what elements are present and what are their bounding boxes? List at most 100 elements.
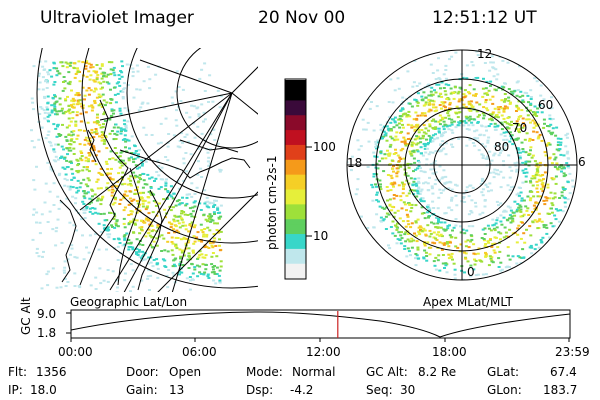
emission-pixel (438, 104, 442, 106)
emission-pixel (218, 238, 221, 241)
emission-pixel (107, 82, 111, 85)
emission-pixel (59, 201, 63, 204)
emission-pixel (530, 190, 534, 193)
emission-pixel (407, 202, 411, 205)
emission-pixel (356, 139, 360, 142)
emission-pixel (444, 153, 448, 156)
emission-pixel (408, 150, 412, 153)
emission-pixel (77, 70, 80, 73)
emission-pixel (180, 218, 184, 221)
emission-pixel (431, 192, 435, 195)
emission-pixel (517, 115, 521, 118)
emission-pixel (85, 61, 88, 64)
emission-pixel (422, 104, 426, 107)
colorbar-cell (285, 268, 306, 274)
emission-pixel (137, 249, 141, 251)
emission-pixel (171, 265, 175, 268)
emission-pixel (558, 197, 562, 199)
emission-pixel (395, 175, 399, 178)
colorbar-cell (285, 169, 306, 175)
emission-pixel (414, 220, 418, 223)
emission-pixel (140, 159, 144, 162)
emission-pixel (470, 199, 474, 202)
emission-pixel (430, 185, 434, 188)
emission-pixel (422, 200, 426, 203)
emission-pixel (415, 118, 419, 121)
emission-pixel (91, 66, 95, 69)
emission-pixel (152, 259, 156, 261)
emission-pixel (416, 150, 420, 153)
emission-pixel (542, 178, 545, 181)
emission-pixel (536, 184, 540, 187)
emission-pixel (406, 132, 410, 135)
emission-pixel (448, 109, 452, 111)
emission-pixel (518, 151, 522, 154)
emission-pixel (415, 137, 419, 140)
emission-pixel (514, 164, 518, 167)
emission-pixel (416, 114, 420, 117)
emission-pixel (167, 269, 171, 271)
emission-pixel (398, 156, 402, 159)
emission-pixel (178, 215, 182, 218)
emission-pixel (480, 125, 484, 128)
emission-pixel (123, 182, 127, 185)
emission-pixel (384, 132, 388, 135)
emission-pixel (216, 222, 219, 225)
emission-pixel (72, 153, 76, 155)
emission-pixel (372, 242, 376, 245)
emission-pixel (563, 167, 566, 170)
emission-pixel (476, 273, 480, 276)
emission-pixel (213, 222, 217, 225)
emission-pixel (427, 134, 431, 137)
emission-pixel (438, 234, 442, 237)
emission-pixel (131, 67, 135, 70)
emission-pixel (550, 202, 554, 205)
emission-pixel (123, 138, 127, 140)
emission-pixel (550, 211, 554, 214)
emission-pixel (428, 101, 432, 104)
emission-pixel (129, 246, 133, 248)
emission-pixel (402, 136, 406, 139)
seq-label: Seq: (366, 383, 393, 397)
emission-pixel (147, 262, 150, 265)
emission-pixel (75, 256, 79, 259)
emission-pixel (123, 193, 127, 196)
emission-pixel (53, 95, 57, 98)
emission-pixel (495, 78, 499, 81)
emission-pixel (559, 153, 563, 156)
emission-pixel (459, 231, 463, 234)
emission-pixel (482, 77, 485, 80)
emission-pixel (494, 222, 498, 225)
emission-pixel (123, 226, 127, 229)
emission-pixel (546, 186, 550, 189)
emission-pixel (491, 224, 495, 227)
emission-pixel (499, 232, 503, 235)
emission-pixel (72, 147, 76, 150)
emission-pixel (203, 189, 207, 192)
emission-pixel (511, 211, 515, 214)
emission-pixel (541, 174, 545, 176)
emission-pixel (170, 195, 174, 198)
emission-pixel (414, 221, 418, 224)
emission-pixel (429, 246, 433, 249)
emission-pixel (184, 242, 188, 245)
emission-pixel (144, 160, 148, 163)
emission-pixel (80, 105, 84, 108)
emission-pixel (127, 157, 131, 160)
emission-pixel (140, 279, 144, 282)
emission-pixel (417, 226, 421, 229)
emission-pixel (127, 245, 131, 248)
emission-pixel (107, 236, 111, 239)
emission-pixel (546, 125, 549, 127)
emission-pixel (115, 219, 119, 222)
emission-pixel (413, 232, 416, 235)
emission-pixel (443, 221, 447, 224)
emission-pixel (177, 187, 181, 190)
emission-pixel (102, 113, 106, 116)
emission-pixel (73, 99, 76, 102)
emission-pixel (420, 229, 424, 232)
emission-pixel (437, 130, 441, 133)
altitude-curve (70, 311, 571, 338)
emission-pixel (423, 147, 427, 150)
emission-pixel (395, 242, 399, 245)
